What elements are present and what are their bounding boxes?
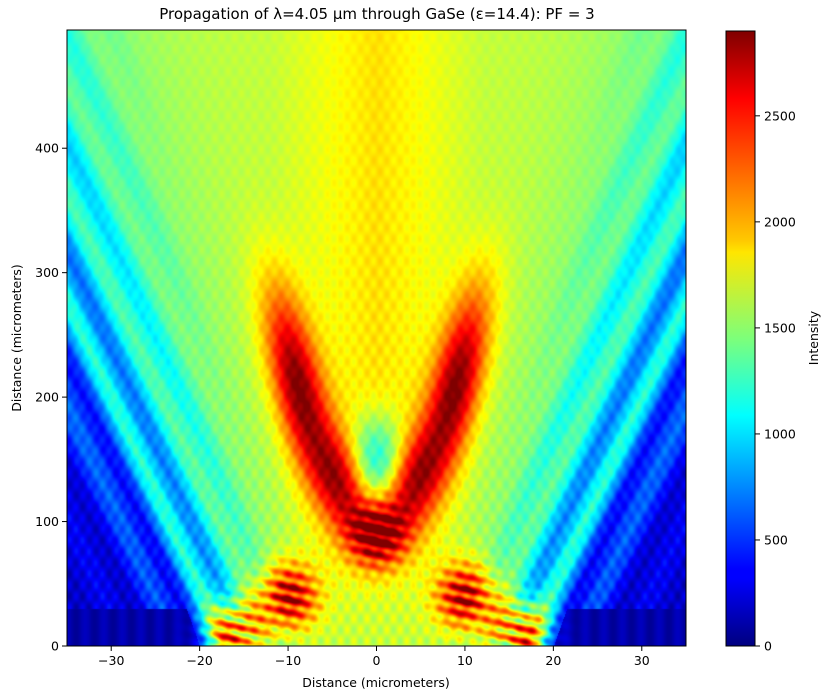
plot-area (66, 29, 687, 647)
colorbar-gradient (726, 31, 755, 646)
x-axis-label: Distance (micrometers) (302, 675, 450, 690)
chart-title: Propagation of λ=4.05 µm through GaSe (ε… (159, 5, 594, 23)
x-tick-label: −10 (275, 653, 301, 668)
colorbar-tick-label: 1000 (764, 426, 796, 441)
heatmap-image (67, 30, 686, 646)
x-tick-label: 20 (545, 653, 561, 668)
colorbar-tick-label: 2500 (764, 108, 796, 123)
colorbar-ticks: 0 500 1000 1500 2000 2500 (755, 108, 796, 654)
colorbar-label: Intensity (806, 310, 821, 365)
x-tick-label: 30 (634, 653, 650, 668)
x-tick-label: −20 (186, 653, 212, 668)
colorbar-tick-label: 500 (764, 532, 788, 547)
y-axis: 0 100 200 300 400 (35, 141, 67, 654)
x-tick-label: 0 (373, 653, 381, 668)
colorbar-tick-label: 2000 (764, 214, 796, 229)
colorbar-tick-label: 0 (764, 639, 772, 654)
y-axis-label: Distance (micrometers) (9, 264, 24, 412)
y-tick-label: 0 (51, 639, 59, 654)
colorbar-frame (725, 30, 756, 647)
y-tick-label: 100 (35, 514, 59, 529)
y-tick-label: 200 (35, 390, 59, 405)
colorbar: 0 500 1000 1500 2000 2500 Intensity (725, 30, 821, 654)
y-tick-label: 400 (35, 141, 59, 156)
y-tick-label: 300 (35, 265, 59, 280)
x-tick-label: −30 (98, 653, 124, 668)
x-axis: −30 −20 −10 0 10 20 30 (98, 646, 650, 668)
x-tick-label: 10 (457, 653, 473, 668)
colorbar-tick-label: 1500 (764, 320, 796, 335)
